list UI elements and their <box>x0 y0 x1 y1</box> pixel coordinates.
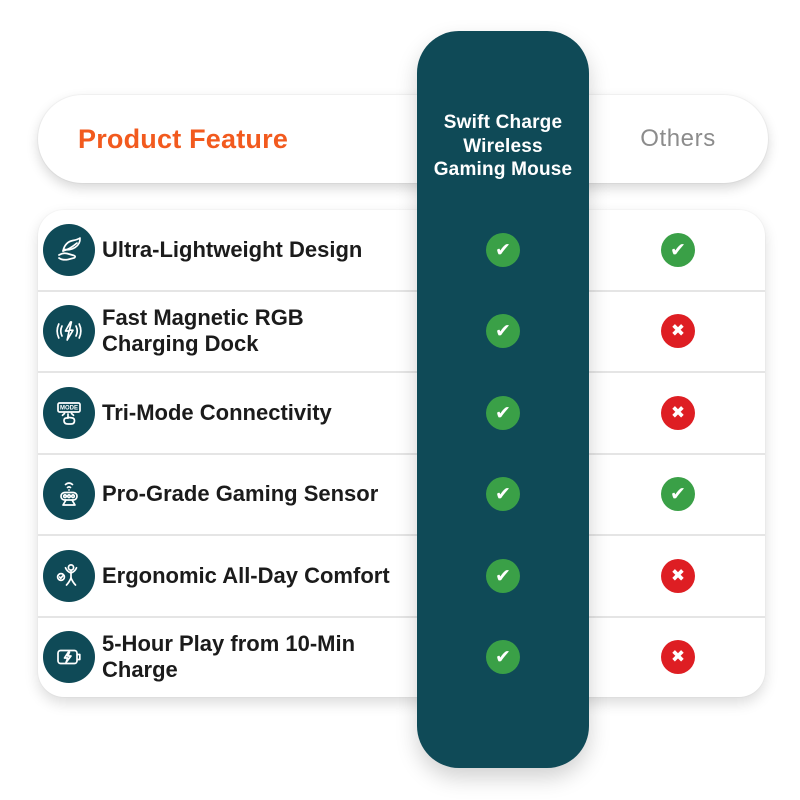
table-row: Ultra-Lightweight Design <box>38 210 765 292</box>
gaming-sensor-icon <box>43 468 95 521</box>
product-check-icon <box>486 314 520 349</box>
others-column-title: Others <box>640 125 716 152</box>
product-check-icon <box>486 477 520 512</box>
product-check-icon <box>486 640 520 675</box>
product-column-title: Swift Charge Wireless Gaming Mouse <box>433 112 573 180</box>
feature-label: Ultra-Lightweight Design <box>102 236 363 262</box>
mode-button-icon: MODE <box>43 386 95 439</box>
others-check-icon <box>661 232 695 267</box>
feature-label: Fast Magnetic RGB Charging Dock <box>102 305 304 357</box>
svg-text:MODE: MODE <box>60 405 78 411</box>
comparison-header: Product Feature Others <box>38 95 768 183</box>
feature-label: Pro-Grade Gaming Sensor <box>102 481 379 507</box>
others-check-icon <box>661 477 695 512</box>
feature-column-title: Product Feature <box>78 123 289 154</box>
feature-label: Ergonomic All-Day Comfort <box>102 562 390 588</box>
others-cross-icon <box>661 314 695 349</box>
product-check-icon <box>486 558 520 593</box>
table-row: Fast Magnetic RGB Charging Dock <box>38 292 765 373</box>
feature-label: Tri-Mode Connectivity <box>102 399 332 425</box>
feature-label: 5-Hour Play from 10-Min Charge <box>102 631 356 683</box>
table-row: MODE Tri-Mode Connectivity <box>38 373 765 455</box>
others-cross-icon <box>661 640 695 675</box>
others-cross-icon <box>661 558 695 593</box>
table-row: Pro-Grade Gaming Sensor <box>38 455 765 536</box>
feature-table: Ultra-Lightweight Design Fast Magnetic R… <box>38 210 765 697</box>
feather-on-hand-icon <box>43 223 95 276</box>
others-cross-icon <box>661 395 695 430</box>
fast-charging-battery-icon <box>43 631 95 684</box>
table-row: 5-Hour Play from 10-Min Charge <box>38 618 765 698</box>
table-row: Ergonomic All-Day Comfort <box>38 536 765 618</box>
wireless-charging-icon <box>43 305 95 358</box>
product-check-icon <box>486 232 520 267</box>
product-check-icon <box>486 395 520 430</box>
ergonomic-figure-icon <box>43 549 95 602</box>
